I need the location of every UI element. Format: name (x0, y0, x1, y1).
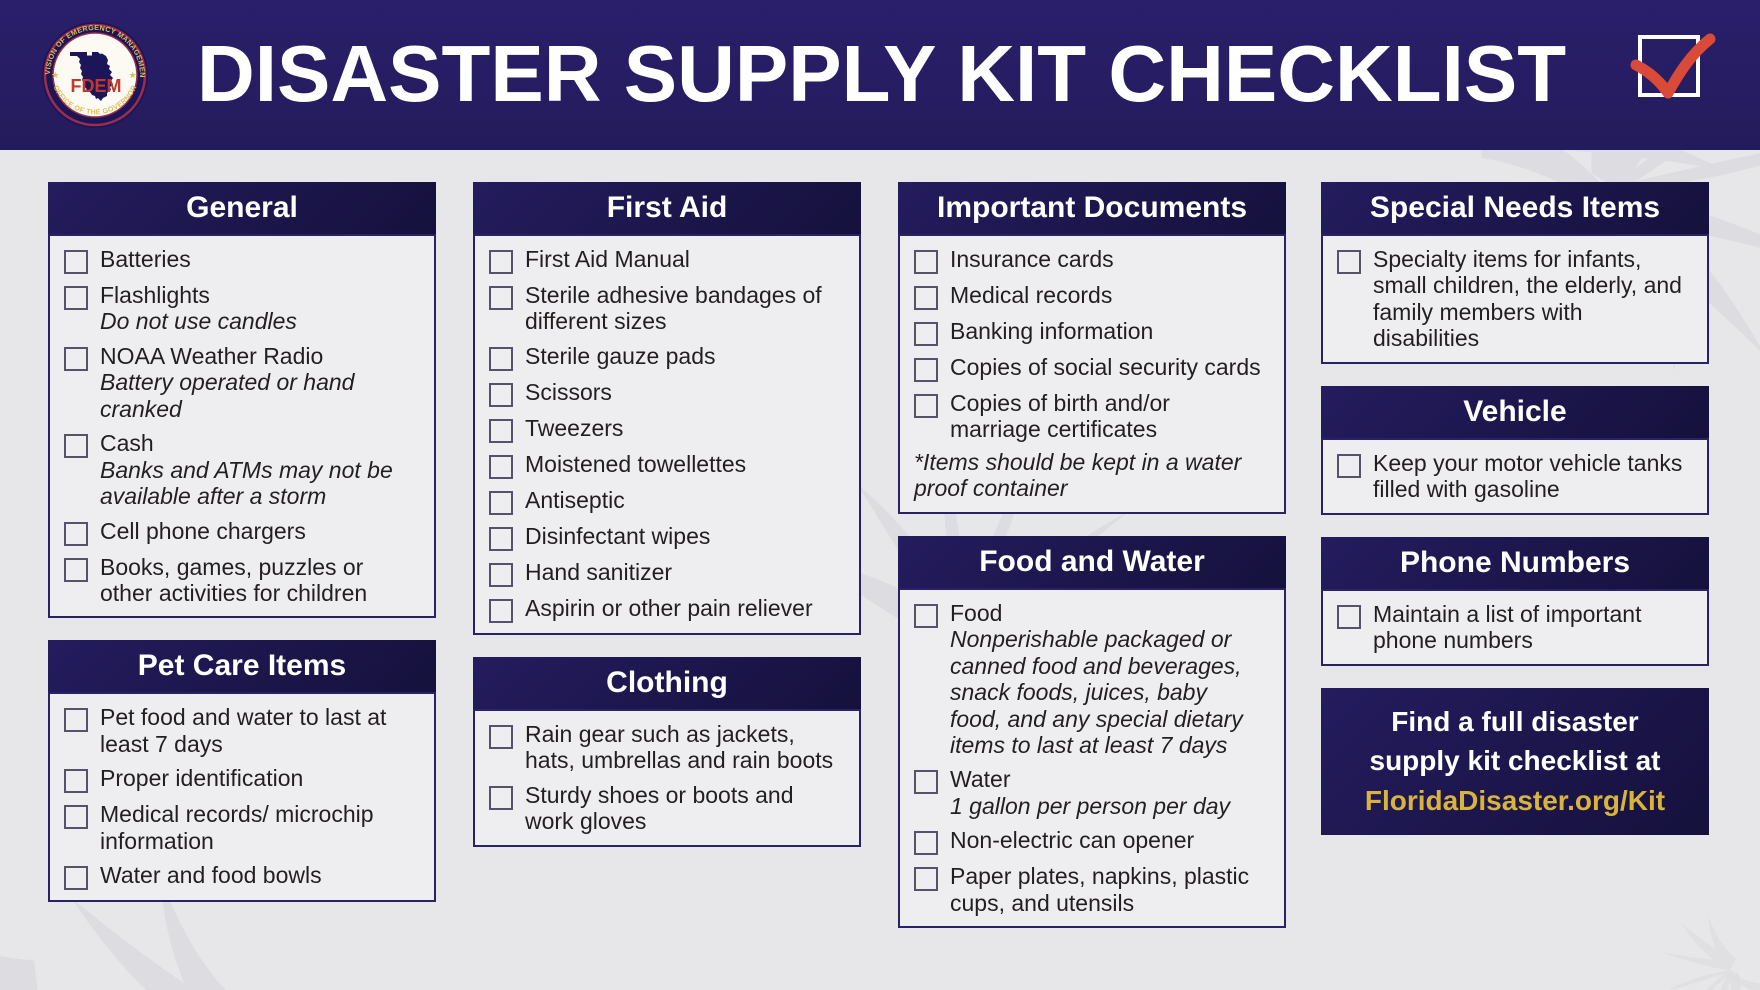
svg-text:FDEM: FDEM (71, 76, 122, 96)
